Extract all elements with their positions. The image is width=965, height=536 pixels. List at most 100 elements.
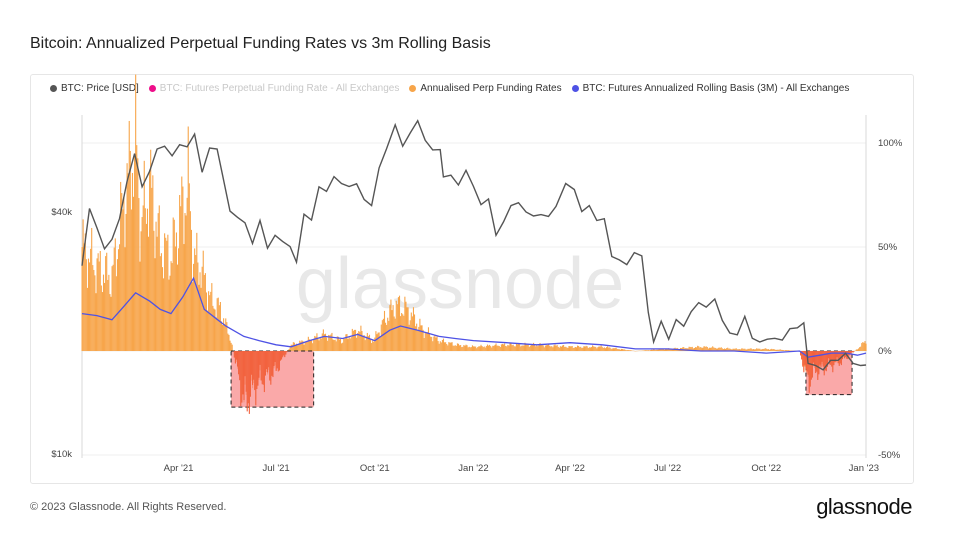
funding-bar bbox=[666, 348, 668, 351]
legend-item-rolling-basis[interactable]: BTC: Futures Annualized Rolling Basis (3… bbox=[571, 83, 849, 94]
negative-funding-bar bbox=[245, 351, 247, 392]
funding-bar bbox=[117, 249, 120, 351]
funding-bar bbox=[342, 342, 344, 351]
funding-bar bbox=[729, 348, 731, 351]
funding-bar bbox=[725, 348, 727, 351]
funding-bar bbox=[696, 347, 698, 351]
funding-bar bbox=[406, 307, 408, 351]
funding-bar bbox=[529, 345, 531, 351]
funding-bar bbox=[433, 336, 435, 351]
negative-funding-bar bbox=[280, 351, 283, 360]
funding-bar bbox=[377, 332, 379, 351]
funding-bar bbox=[457, 343, 460, 351]
basis-line bbox=[81, 276, 867, 358]
funding-bar bbox=[336, 336, 338, 351]
negative-funding-bar bbox=[815, 351, 817, 374]
funding-bar bbox=[554, 344, 556, 351]
legend-item-annualised-funding[interactable]: Annualised Perp Funding Rates bbox=[409, 83, 562, 94]
funding-bar bbox=[494, 344, 496, 351]
funding-bar bbox=[720, 347, 722, 351]
funding-bar bbox=[583, 346, 585, 351]
funding-bar bbox=[578, 345, 580, 351]
negative-funding-bar bbox=[841, 351, 844, 359]
funding-bar bbox=[330, 334, 332, 351]
funding-bar bbox=[602, 347, 604, 351]
funding-bar bbox=[540, 344, 542, 351]
funding-bar bbox=[484, 347, 486, 351]
funding-bar bbox=[649, 350, 652, 351]
funding-bar bbox=[348, 336, 350, 351]
funding-bar bbox=[512, 344, 514, 351]
funding-bar bbox=[735, 348, 737, 351]
funding-bar bbox=[439, 341, 441, 351]
funding-bar bbox=[130, 209, 132, 351]
funding-bar bbox=[539, 342, 541, 351]
negative-funding-bar bbox=[255, 351, 257, 406]
funding-bar bbox=[126, 163, 128, 351]
negative-funding-bar bbox=[839, 351, 841, 364]
funding-bar bbox=[698, 346, 700, 351]
brand-logo: glassnode bbox=[816, 494, 912, 519]
funding-bar bbox=[461, 347, 463, 351]
funding-bar bbox=[607, 346, 609, 351]
legend-item-price[interactable]: BTC: Price [USD] bbox=[50, 83, 139, 94]
negative-funding-bar bbox=[816, 351, 818, 372]
negative-funding-bar bbox=[250, 351, 253, 375]
funding-bar bbox=[405, 301, 407, 351]
funding-bar bbox=[772, 349, 774, 351]
funding-bar bbox=[570, 346, 572, 351]
funding-bar bbox=[552, 347, 554, 351]
legend-item-perp-funding[interactable]: BTC: Futures Perpetual Funding Rate - Al… bbox=[148, 83, 399, 94]
x-tick-label: Jul '21 bbox=[263, 463, 290, 474]
funding-bar bbox=[709, 347, 712, 351]
funding-bar bbox=[147, 236, 150, 351]
funding-bar bbox=[495, 343, 497, 351]
funding-bar bbox=[85, 259, 87, 351]
x-tick-label: Jan '23 bbox=[849, 463, 879, 474]
funding-bar bbox=[437, 341, 439, 351]
funding-bar bbox=[563, 344, 565, 351]
funding-bar bbox=[694, 347, 697, 351]
funding-bar bbox=[514, 346, 516, 351]
funding-bar bbox=[227, 333, 229, 351]
funding-bar bbox=[657, 349, 659, 351]
funding-bar bbox=[446, 343, 448, 351]
negative-funding-bar bbox=[836, 351, 838, 358]
funding-bar bbox=[175, 232, 177, 351]
funding-bar bbox=[95, 293, 97, 351]
negative-funding-bar bbox=[832, 351, 834, 373]
funding-bar bbox=[568, 346, 570, 351]
funding-bar bbox=[628, 350, 630, 351]
funding-bar bbox=[483, 346, 485, 351]
funding-bar bbox=[774, 349, 776, 351]
funding-bar bbox=[492, 345, 494, 351]
funding-bar bbox=[383, 310, 386, 351]
funding-bar bbox=[149, 169, 151, 351]
negative-funding-bar bbox=[819, 351, 821, 365]
negative-funding-bar bbox=[264, 351, 266, 376]
funding-bar bbox=[727, 347, 729, 351]
funding-bar bbox=[780, 349, 782, 351]
negative-funding-bar bbox=[849, 351, 851, 355]
funding-bar bbox=[198, 284, 200, 351]
funding-bar bbox=[390, 299, 392, 351]
funding-bar bbox=[620, 348, 623, 351]
funding-bar bbox=[756, 348, 758, 351]
funding-bar bbox=[691, 346, 693, 351]
funding-bar bbox=[115, 276, 117, 351]
funding-bar bbox=[408, 324, 410, 351]
funding-bar bbox=[732, 348, 734, 351]
funding-bar bbox=[742, 348, 744, 351]
funding-bar bbox=[629, 350, 631, 351]
funding-bar bbox=[770, 349, 772, 351]
funding-bar bbox=[418, 326, 420, 351]
funding-bar bbox=[83, 243, 85, 351]
funding-bar bbox=[750, 348, 752, 351]
funding-bar bbox=[131, 172, 134, 351]
funding-bar bbox=[689, 346, 691, 351]
funding-bar bbox=[763, 348, 765, 351]
funding-bar bbox=[672, 349, 674, 351]
negative-funding-bar bbox=[244, 351, 246, 377]
funding-bar bbox=[208, 291, 210, 351]
funding-bar bbox=[538, 345, 540, 351]
